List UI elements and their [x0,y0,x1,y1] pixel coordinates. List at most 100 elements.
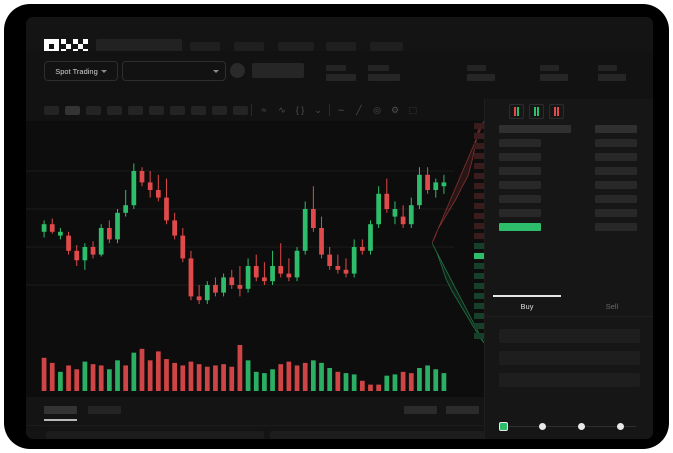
order-book-row[interactable] [499,153,541,161]
nav-item-0[interactable] [190,42,220,51]
order-book-row[interactable] [499,195,541,203]
orders-placeholder-1 [270,431,484,439]
price-ladder-row [474,323,484,329]
price-ladder-row [474,123,484,129]
amount-percent-slider[interactable] [499,421,640,433]
order-price-field[interactable] [499,329,640,343]
price-ladder-row [474,183,484,189]
settings-icon[interactable]: ⚙ [390,105,400,115]
spot-trading-dropdown[interactable]: Spot Trading [44,61,118,81]
camera-icon[interactable]: ◎ [373,105,381,115]
slider-step-0[interactable] [499,421,508,431]
orders-placeholder-0 [46,431,264,439]
order-book-row[interactable] [595,125,637,133]
order-book-row[interactable] [595,181,637,189]
price-ladder-row [474,153,484,159]
order-book-row[interactable] [595,209,637,217]
orderbook-both-icon[interactable] [509,104,524,119]
timeframe-button-9[interactable] [233,106,248,115]
market-stat-3 [540,65,568,81]
price-ladder-row [474,143,484,149]
slider-step-1[interactable] [539,422,546,430]
order-total-field[interactable] [499,373,640,387]
bar-ask [557,107,559,116]
order-book-row[interactable] [499,167,541,175]
pair-dropdown[interactable] [122,61,226,81]
bar-bid [517,107,519,116]
order-book-row[interactable] [595,153,637,161]
order-book-and-trade-panel: Buy Sell [484,99,653,439]
timeframe-button-6[interactable] [170,106,185,115]
price-ladder-row [474,203,484,209]
compare-icon[interactable]: ∿ [278,105,286,115]
timeframe-button-5[interactable] [149,106,164,115]
orders-action-1[interactable] [446,406,479,414]
order-book-row[interactable] [499,223,541,231]
order-book-row[interactable] [595,167,637,175]
tab-sell[interactable]: Sell [605,301,619,311]
nav-item-2[interactable] [278,42,314,51]
order-amount-field[interactable] [499,351,640,365]
price-ladder-row [474,303,484,309]
chart-toolbar: ≈ ∿ { } ⌄ ∼ ╱ ◎ ⚙ ⬚ [26,99,484,121]
orderbook-asks-icon[interactable] [549,104,564,119]
market-stat-label [467,65,486,71]
price-chart[interactable] [26,121,484,397]
market-stat-label [326,65,346,71]
chevron-down-icon[interactable]: ⌄ [314,105,322,115]
price-ladder-row [474,163,484,169]
ruler-icon[interactable]: ╱ [356,105,362,115]
timeframe-button-3[interactable] [107,106,122,115]
price-ladder-row [474,293,484,299]
indicator-icon[interactable]: ≈ [261,105,267,115]
template-icon[interactable]: { } [295,105,305,115]
bar-ask [554,107,556,116]
order-book-row[interactable] [499,125,571,133]
tab-order-history[interactable] [88,406,121,414]
order-book-row[interactable] [595,139,637,147]
timeframe-button-7[interactable] [191,106,206,115]
price-ladder [474,121,484,343]
price-ladder-row [474,173,484,179]
price-ladder-row [474,243,484,249]
slider-track [503,426,636,427]
nav-item-3[interactable] [326,42,356,51]
timeframe-button-8[interactable] [212,106,227,115]
orders-action-0[interactable] [404,406,437,414]
nav-item-4[interactable] [370,42,403,51]
market-stat-value [467,74,495,81]
timeframe-button-4[interactable] [128,106,143,115]
tab-open-orders[interactable] [44,406,77,414]
order-book-row[interactable] [499,181,541,189]
order-book-row[interactable] [595,223,637,231]
order-book-row[interactable] [499,209,541,217]
slider-step-2[interactable] [578,422,585,430]
timeframe-button-0[interactable] [44,106,59,115]
order-book-row[interactable] [595,195,637,203]
bar-ask [514,107,516,116]
app-screen: Spot Trading [26,17,653,439]
timeframe-button-2[interactable] [86,106,101,115]
price-ladder-row [474,193,484,199]
slider-step-3[interactable] [617,422,624,430]
market-stat-value [598,74,626,81]
order-book-rows[interactable] [485,125,653,295]
order-book-right-column [595,125,637,237]
fullscreen-icon[interactable]: ⬚ [408,105,418,115]
order-book-row[interactable] [499,139,541,147]
buy-sell-tabs: Buy Sell [485,295,653,317]
market-stat-1 [368,65,400,81]
orderbook-bids-icon[interactable] [529,104,544,119]
timeframe-button-1[interactable] [65,106,80,115]
bar-bid [537,107,539,116]
order-form [485,321,653,417]
price-ladder-row [474,283,484,289]
search-input[interactable] [96,39,182,54]
toolbar-divider [251,104,252,116]
tab-buy[interactable]: Buy [520,301,534,311]
market-stat-value [540,74,568,81]
line-chart-icon[interactable]: ∼ [337,105,345,115]
market-stat-label [540,65,559,71]
tablet-device-frame: Spot Trading [4,4,669,449]
nav-item-1[interactable] [234,42,264,51]
